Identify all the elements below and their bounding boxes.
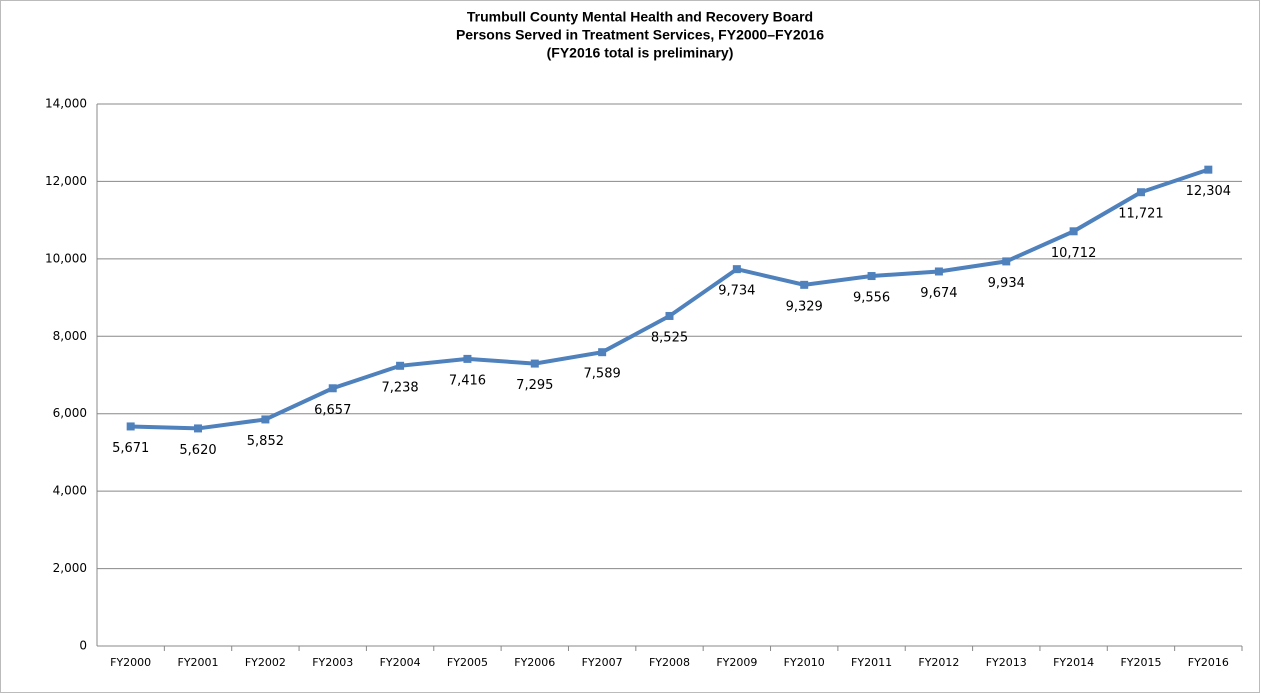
x-tick-label: FY2001: [178, 656, 219, 669]
data-label: 5,620: [179, 443, 216, 458]
x-tick-label: FY2004: [380, 656, 421, 669]
data-point: [1136, 188, 1145, 197]
x-tick-label: FY2002: [245, 656, 286, 669]
y-tick-label: 0: [79, 639, 87, 653]
data-point: [598, 348, 607, 357]
data-point: [396, 361, 405, 370]
data-label: 8,525: [651, 330, 688, 345]
data-point: [261, 415, 270, 424]
x-tick-label: FY2013: [986, 656, 1027, 669]
data-label: 10,712: [1051, 246, 1097, 261]
y-tick-label: 12,000: [45, 174, 87, 188]
data-point: [1204, 165, 1213, 174]
data-label: 9,329: [786, 299, 823, 314]
data-label: 5,671: [112, 441, 149, 456]
data-label: 7,295: [516, 378, 553, 393]
x-tick-label: FY2014: [1053, 656, 1094, 669]
x-tick-label: FY2003: [312, 656, 353, 669]
chart-title: Persons Served in Treatment Services, FY…: [456, 27, 824, 43]
x-tick-label: FY2000: [110, 656, 151, 669]
data-label: 5,852: [247, 434, 284, 449]
data-point: [1002, 257, 1011, 266]
x-tick-label: FY2011: [851, 656, 892, 669]
data-point: [328, 384, 337, 393]
data-point: [800, 280, 809, 289]
x-tick-label: FY2006: [514, 656, 555, 669]
data-point: [665, 311, 674, 320]
chart-subtitle: (FY2016 total is preliminary): [547, 45, 734, 61]
y-tick-label: 14,000: [45, 97, 87, 111]
data-label: 9,934: [988, 276, 1025, 291]
data-label: 9,556: [853, 291, 890, 306]
x-tick-label: FY2005: [447, 656, 488, 669]
x-tick-label: FY2009: [716, 656, 757, 669]
y-tick-label: 10,000: [45, 251, 87, 265]
data-label: 6,657: [314, 403, 351, 418]
x-tick-label: FY2016: [1188, 656, 1229, 669]
data-point: [934, 267, 943, 276]
data-point: [530, 359, 539, 368]
x-tick-label: FY2007: [582, 656, 623, 669]
x-tick-label: FY2012: [918, 656, 959, 669]
chart-title: Trumbull County Mental Health and Recove…: [467, 9, 813, 25]
y-tick-label: 6,000: [53, 406, 87, 420]
y-tick-label: 4,000: [53, 484, 87, 498]
data-label: 9,734: [718, 284, 755, 299]
data-label: 9,674: [920, 286, 957, 301]
data-label: 7,416: [449, 373, 486, 388]
y-tick-label: 8,000: [53, 329, 87, 343]
y-tick-label: 2,000: [53, 561, 87, 575]
data-point: [463, 354, 472, 363]
data-label: 12,304: [1186, 184, 1232, 199]
data-point: [194, 424, 203, 433]
data-point: [732, 265, 741, 274]
data-label: 7,589: [584, 367, 621, 382]
data-label: 7,238: [381, 380, 418, 395]
x-tick-label: FY2008: [649, 656, 690, 669]
data-point: [1069, 227, 1078, 236]
data-label: 11,721: [1118, 207, 1164, 222]
x-tick-label: FY2010: [784, 656, 825, 669]
data-point: [867, 272, 876, 281]
data-point: [126, 422, 135, 431]
x-tick-label: FY2015: [1120, 656, 1161, 669]
